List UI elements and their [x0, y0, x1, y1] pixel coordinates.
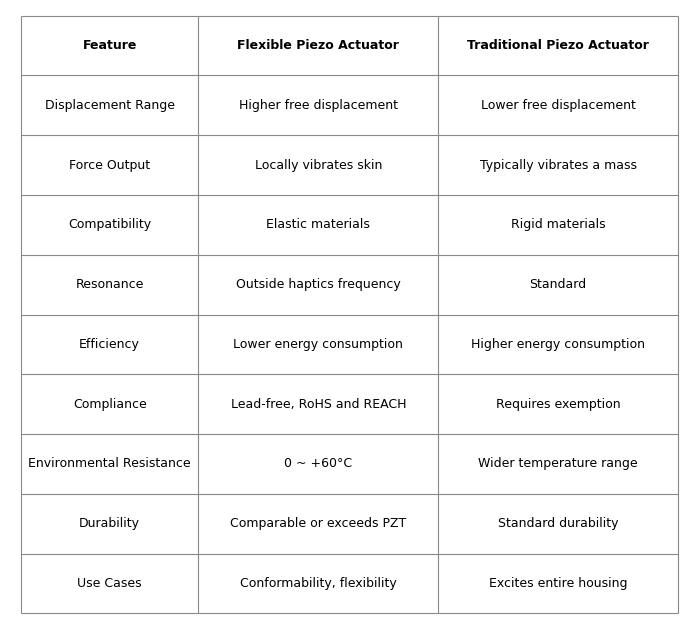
Text: Resonance: Resonance: [75, 278, 144, 291]
Text: Standard durability: Standard durability: [498, 517, 619, 530]
Text: Conformability, flexibility: Conformability, flexibility: [240, 577, 396, 590]
Text: Excites entire housing: Excites entire housing: [489, 577, 628, 590]
Text: Force Output: Force Output: [69, 159, 150, 172]
Text: Wider temperature range: Wider temperature range: [478, 457, 638, 470]
Text: Compatibility: Compatibility: [68, 218, 151, 231]
Text: Displacement Range: Displacement Range: [45, 99, 175, 112]
Text: Outside haptics frequency: Outside haptics frequency: [236, 278, 401, 291]
Text: Lower free displacement: Lower free displacement: [481, 99, 635, 112]
Text: Durability: Durability: [79, 517, 140, 530]
Text: Rigid materials: Rigid materials: [511, 218, 605, 231]
Text: Typically vibrates a mass: Typically vibrates a mass: [480, 159, 637, 172]
Text: Lead-free, RoHS and REACH: Lead-free, RoHS and REACH: [231, 398, 406, 411]
Text: Higher free displacement: Higher free displacement: [239, 99, 398, 112]
Text: Standard: Standard: [530, 278, 586, 291]
Text: Requires exemption: Requires exemption: [496, 398, 621, 411]
Text: Compliance: Compliance: [73, 398, 147, 411]
Text: Environmental Resistance: Environmental Resistance: [29, 457, 191, 470]
Text: Elastic materials: Elastic materials: [266, 218, 370, 231]
Text: Comparable or exceeds PZT: Comparable or exceeds PZT: [230, 517, 406, 530]
Text: Flexible Piezo Actuator: Flexible Piezo Actuator: [238, 39, 399, 52]
Text: Traditional Piezo Actuator: Traditional Piezo Actuator: [467, 39, 649, 52]
Text: Efficiency: Efficiency: [79, 338, 140, 351]
Text: Feature: Feature: [82, 39, 137, 52]
Text: Higher energy consumption: Higher energy consumption: [471, 338, 645, 351]
Text: Use Cases: Use Cases: [78, 577, 142, 590]
Text: 0 ~ +60°C: 0 ~ +60°C: [284, 457, 352, 470]
Text: Locally vibrates skin: Locally vibrates skin: [254, 159, 382, 172]
Text: Lower energy consumption: Lower energy consumption: [233, 338, 403, 351]
